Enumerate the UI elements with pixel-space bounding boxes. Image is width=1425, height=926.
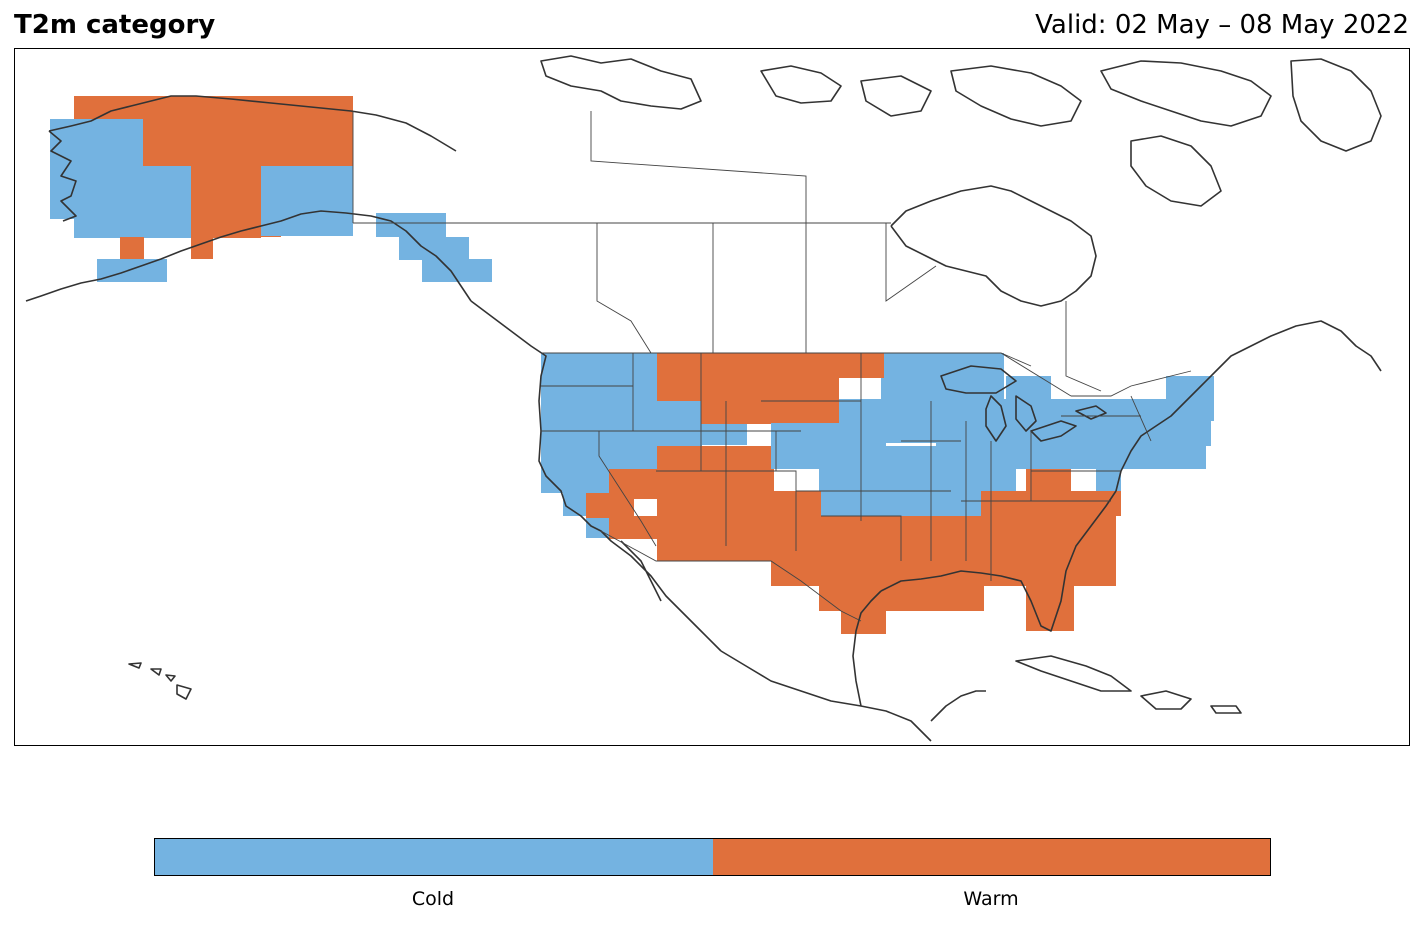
map-panel[interactable] — [14, 48, 1410, 746]
alaska-coast — [25, 95, 472, 302]
mexico-border — [600, 530, 862, 622]
cold-cell — [97, 259, 167, 282]
caribbean-islands — [1015, 655, 1242, 714]
warm-cell — [191, 166, 261, 238]
cold-cell — [1186, 421, 1211, 446]
cold-cell — [261, 166, 353, 236]
warm-cell — [74, 96, 353, 119]
warm-cell — [701, 446, 771, 494]
map-title: T2m category — [14, 10, 216, 40]
warm-cell — [120, 237, 144, 259]
cold-cell — [1073, 399, 1143, 421]
category-grid — [50, 96, 1214, 634]
colorbar-label-cold: Cold — [411, 888, 455, 910]
warm-cell — [1026, 581, 1074, 631]
map-canvas — [25, 55, 1382, 742]
hudson-bay — [890, 185, 1097, 307]
arctic-islands — [540, 55, 1382, 207]
cold-cell — [701, 423, 747, 445]
cold-cell — [422, 259, 492, 282]
west-coast — [470, 300, 722, 652]
gulf-coast — [880, 490, 1117, 632]
canada-border — [352, 111, 1192, 397]
cold-cell — [563, 491, 586, 516]
colorbar-cold-segment — [155, 839, 713, 875]
cold-cell — [399, 237, 469, 260]
cold-cell — [74, 166, 191, 238]
colorbar — [154, 838, 1271, 876]
borders — [352, 111, 1192, 622]
colorbar-warm-segment — [712, 839, 1270, 875]
coastlines — [25, 55, 1382, 742]
warm-cell — [586, 493, 634, 518]
hawaii-islands — [128, 662, 192, 700]
warm-cell — [771, 353, 839, 423]
warm-cell — [981, 491, 1121, 516]
great-lakes — [940, 365, 1107, 442]
warm-cell — [839, 353, 884, 378]
colorbar-label-warm: Warm — [963, 888, 1019, 910]
warm-cell — [1056, 516, 1096, 561]
cold-cell — [1006, 376, 1051, 401]
warm-cell — [657, 353, 782, 401]
mexico-coast — [720, 590, 986, 742]
warm-cell — [1026, 469, 1071, 494]
east-coast — [1115, 320, 1382, 492]
valid-period: Valid: 02 May – 08 May 2022 — [1035, 10, 1409, 40]
warm-cell — [143, 119, 353, 167]
warm-cell — [701, 399, 771, 424]
cold-cell — [376, 213, 446, 237]
us-state-borders — [541, 353, 1152, 581]
